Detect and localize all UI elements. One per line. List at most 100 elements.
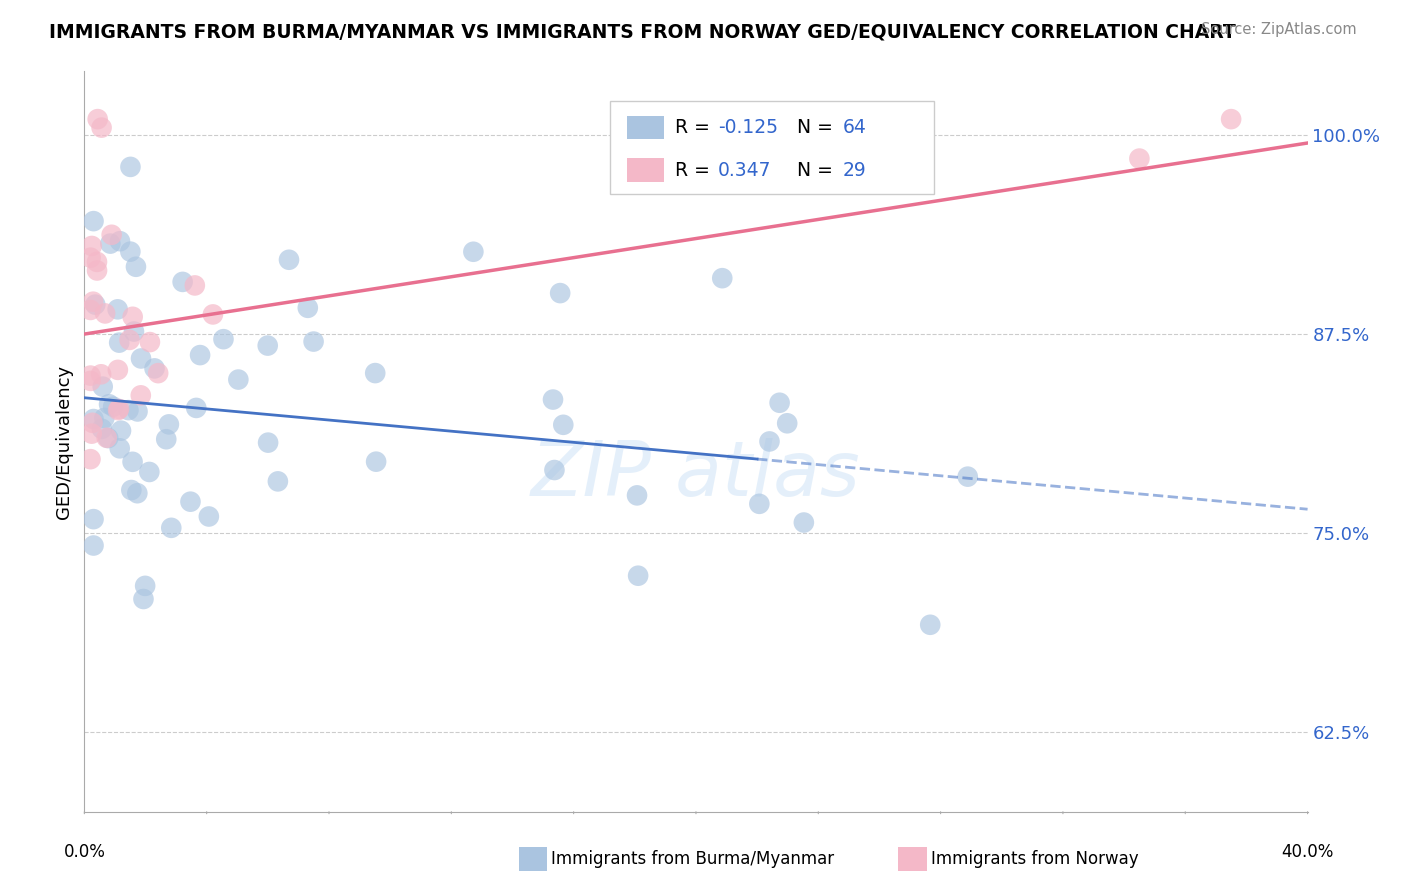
Point xyxy=(172,275,194,289)
Point xyxy=(121,310,143,324)
Point xyxy=(107,302,129,317)
Point xyxy=(186,401,208,415)
Point xyxy=(129,351,152,366)
Point xyxy=(228,373,250,387)
FancyBboxPatch shape xyxy=(627,158,664,182)
Point xyxy=(748,497,770,511)
Point xyxy=(86,255,108,269)
Point xyxy=(297,301,319,315)
Text: 64: 64 xyxy=(842,118,866,137)
Point xyxy=(93,411,115,425)
Point xyxy=(553,417,575,432)
Point xyxy=(108,335,131,350)
Point xyxy=(83,512,105,526)
Point xyxy=(626,488,648,502)
Point xyxy=(125,260,148,274)
Point xyxy=(143,361,166,376)
Point xyxy=(79,452,101,467)
Point xyxy=(366,455,388,469)
Point xyxy=(80,426,103,441)
Point xyxy=(91,379,114,393)
Point xyxy=(79,251,101,265)
Point xyxy=(80,239,103,253)
Point xyxy=(201,307,224,321)
Point xyxy=(82,416,104,430)
Point xyxy=(257,435,280,450)
Point xyxy=(79,368,101,383)
Point xyxy=(108,401,131,416)
Text: ZIP atlas: ZIP atlas xyxy=(531,438,860,512)
Point xyxy=(956,469,979,483)
Point xyxy=(96,431,118,445)
Point xyxy=(83,214,105,228)
Point xyxy=(86,263,108,277)
Point xyxy=(108,442,131,456)
Text: Immigrants from Burma/Myanmar: Immigrants from Burma/Myanmar xyxy=(551,850,834,868)
Point xyxy=(920,617,942,632)
Point xyxy=(543,463,565,477)
Point xyxy=(117,403,139,417)
Point xyxy=(1128,152,1150,166)
Text: 29: 29 xyxy=(842,161,866,179)
Point xyxy=(302,334,325,349)
Text: Immigrants from Norway: Immigrants from Norway xyxy=(931,850,1139,868)
Point xyxy=(110,424,132,438)
Point xyxy=(155,432,177,446)
Point xyxy=(82,294,104,309)
Point xyxy=(179,494,201,508)
Point xyxy=(463,244,485,259)
Point xyxy=(1220,112,1243,127)
Point xyxy=(121,455,143,469)
Point xyxy=(129,388,152,402)
Point xyxy=(100,227,122,242)
Point xyxy=(212,332,235,346)
Point xyxy=(198,509,221,524)
Point xyxy=(793,516,815,530)
Point xyxy=(122,325,145,339)
Point xyxy=(84,298,107,312)
Point xyxy=(120,244,142,259)
Point xyxy=(776,417,799,431)
FancyBboxPatch shape xyxy=(627,116,664,139)
Point xyxy=(90,422,112,436)
Point xyxy=(127,486,149,500)
Point xyxy=(278,252,301,267)
Point xyxy=(83,412,105,426)
Text: R =: R = xyxy=(675,118,716,137)
Point xyxy=(138,465,160,479)
Point xyxy=(134,579,156,593)
Point xyxy=(83,539,105,553)
Point xyxy=(90,368,112,382)
Point xyxy=(79,302,101,317)
Point xyxy=(94,306,117,320)
Text: -0.125: -0.125 xyxy=(718,118,778,137)
Point xyxy=(768,396,790,410)
Point xyxy=(157,417,180,432)
Point xyxy=(97,431,120,445)
Point xyxy=(120,160,142,174)
Point xyxy=(146,366,169,380)
Point xyxy=(127,404,149,418)
Point xyxy=(364,366,387,380)
Point xyxy=(184,278,207,293)
Point xyxy=(86,112,108,127)
Point xyxy=(107,403,129,417)
Text: 0.347: 0.347 xyxy=(718,161,772,179)
Text: Source: ZipAtlas.com: Source: ZipAtlas.com xyxy=(1201,22,1357,37)
Point xyxy=(120,483,142,497)
Point xyxy=(98,236,121,251)
Text: 40.0%: 40.0% xyxy=(1281,843,1334,861)
Point xyxy=(108,234,131,248)
Point xyxy=(98,397,121,411)
Point xyxy=(160,521,183,535)
Point xyxy=(711,271,734,285)
Point xyxy=(79,374,101,388)
Point xyxy=(139,335,162,350)
Text: R =: R = xyxy=(675,161,716,179)
Point xyxy=(90,120,112,135)
FancyBboxPatch shape xyxy=(610,101,935,194)
Y-axis label: GED/Equivalency: GED/Equivalency xyxy=(55,365,73,518)
Point xyxy=(541,392,564,407)
Point xyxy=(548,286,571,301)
Text: N =: N = xyxy=(797,161,839,179)
